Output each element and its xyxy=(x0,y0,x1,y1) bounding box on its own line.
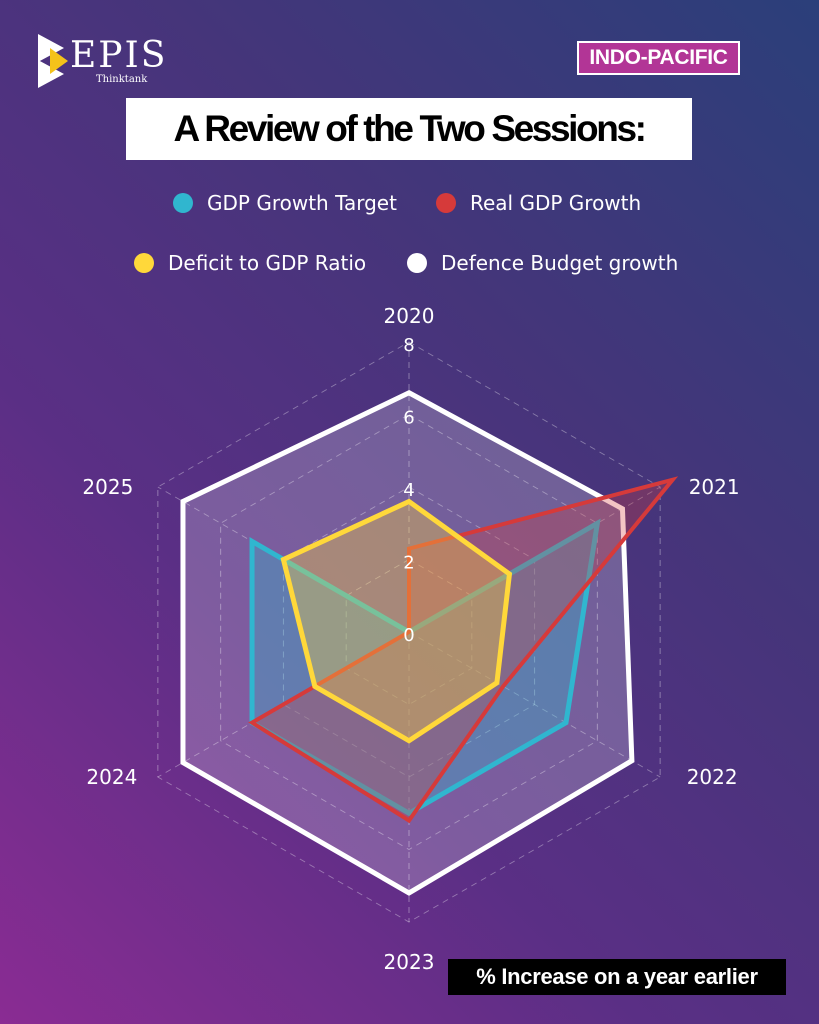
tick-label: 2 xyxy=(403,553,414,574)
legend-deficit: Deficit to GDP Ratio xyxy=(134,248,366,278)
footer-note: % Increase on a year earlier xyxy=(448,959,786,995)
legend-dot-white xyxy=(407,253,427,273)
region-tag: INDO-PACIFIC xyxy=(577,41,740,75)
tick-label: 0 xyxy=(403,625,414,646)
series-deficit xyxy=(280,498,513,744)
grid-spoke xyxy=(408,631,661,778)
tick-label: 4 xyxy=(403,480,414,501)
tick-label: 8 xyxy=(403,335,414,356)
epis-logo xyxy=(38,34,68,88)
tick-label: 6 xyxy=(403,408,414,429)
legend-label: Real GDP Growth xyxy=(470,191,642,215)
grid-ring xyxy=(220,413,598,851)
legend-label: Deficit to GDP Ratio xyxy=(168,251,367,275)
legend-label: Defence Budget growth xyxy=(441,251,679,275)
axis-label-2022: 2022 xyxy=(687,765,738,789)
legend-gdp-target: GDP Growth Target xyxy=(173,188,397,218)
legend-dot-red xyxy=(436,193,456,213)
brand-subtitle: Thinktank xyxy=(96,74,148,85)
legend-label: GDP Growth Target xyxy=(207,191,397,215)
legend-real-gdp: Real GDP Growth xyxy=(436,188,641,218)
legend-dot-yellow xyxy=(134,253,154,273)
axis-label-2021: 2021 xyxy=(689,475,740,499)
axis-label-2025: 2025 xyxy=(82,475,133,499)
legend-dot-cyan xyxy=(173,193,193,213)
axis-label-2020: 2020 xyxy=(384,304,435,328)
chart-title: A Review of the Two Sessions: xyxy=(173,108,647,149)
brand-name: EPIS xyxy=(70,35,168,76)
legend-defence: Defence Budget growth xyxy=(407,248,678,278)
axis-label-2024: 2024 xyxy=(86,765,137,789)
axis-label-2023: 2023 xyxy=(384,950,435,974)
grid-ring xyxy=(157,341,661,923)
series-gdp-target xyxy=(249,518,601,817)
title-box: A Review of the Two Sessions: xyxy=(126,98,692,160)
series-real-gdp xyxy=(248,476,679,824)
